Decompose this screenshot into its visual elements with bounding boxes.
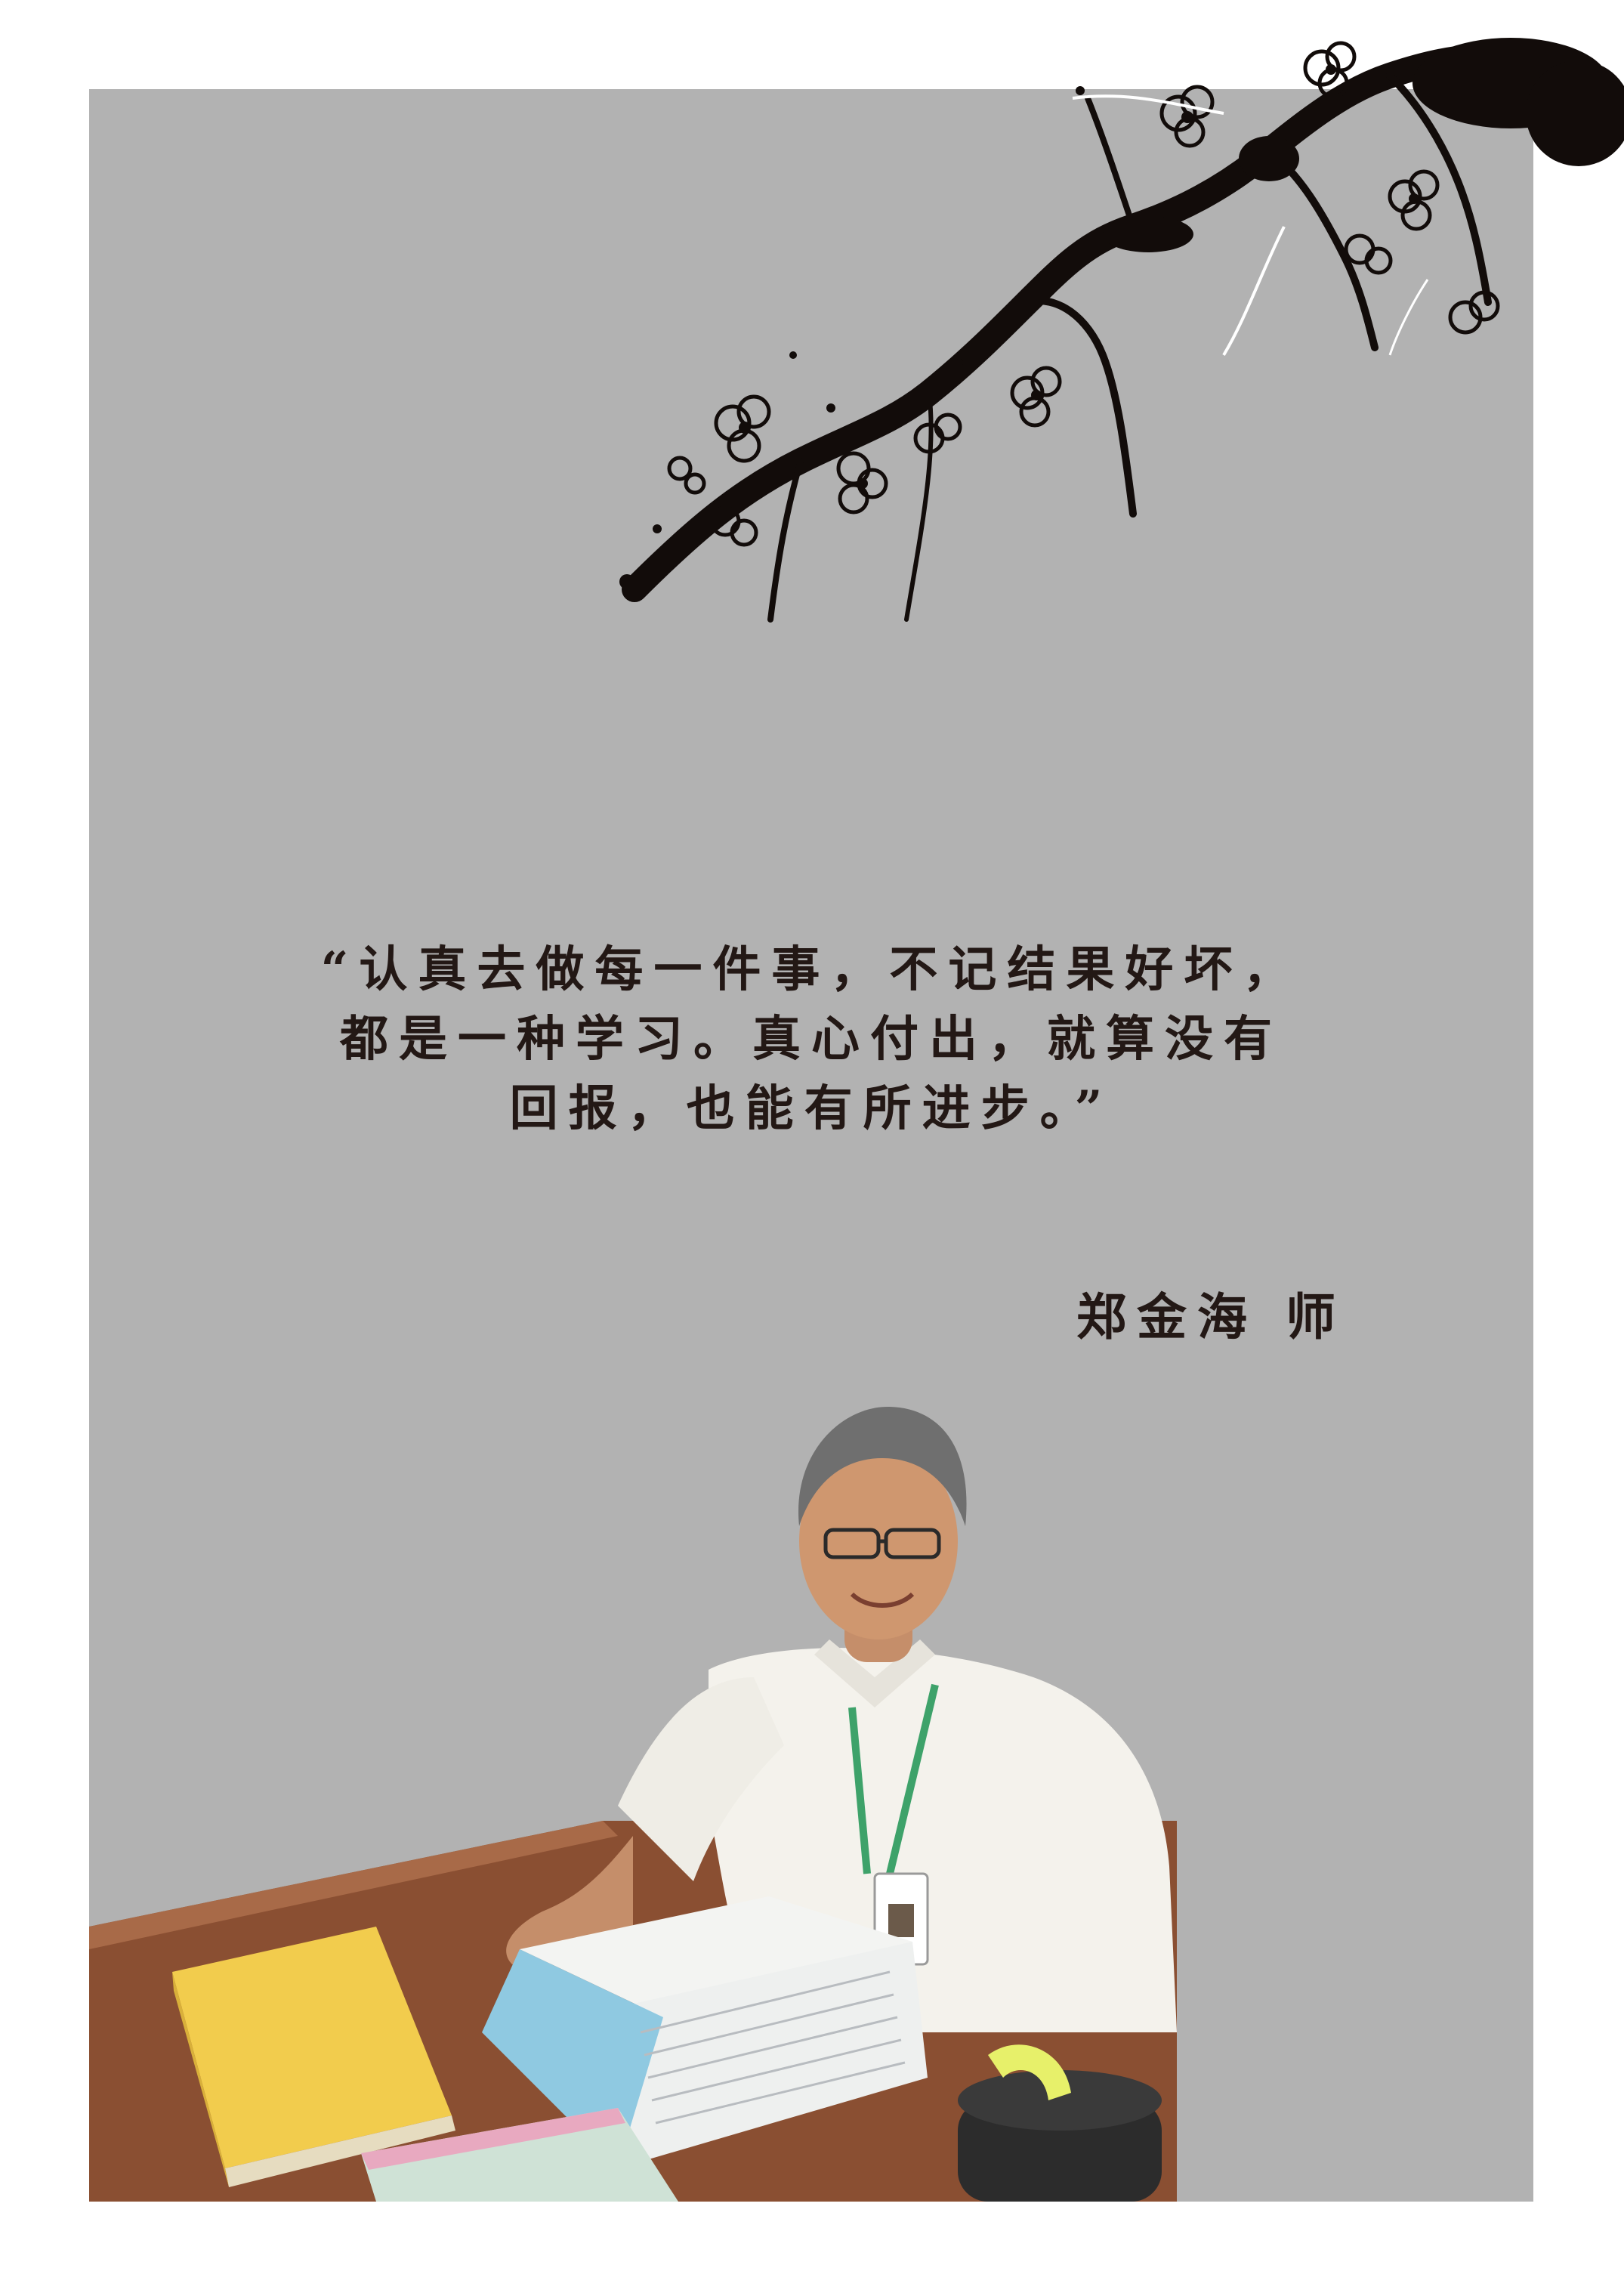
quote-line-1: “认真去做每一件事，不记结果好坏，: [320, 941, 1302, 998]
author-name: 郑金海 师: [1076, 1287, 1346, 1346]
teacher-seated-at-desk-photo: [89, 1406, 1177, 2202]
quote-line-2: 都是一种学习。真心付出，就算没有: [340, 1011, 1283, 1068]
quote-block: “认真去做每一件事，不记结果好坏， 都是一种学习。真心付出，就算没有 回报，也能…: [89, 935, 1533, 1144]
quote-line-3: 回报，也能有所进步。”: [509, 1080, 1113, 1137]
plum-blossom-branch-illustration: [619, 38, 1624, 623]
